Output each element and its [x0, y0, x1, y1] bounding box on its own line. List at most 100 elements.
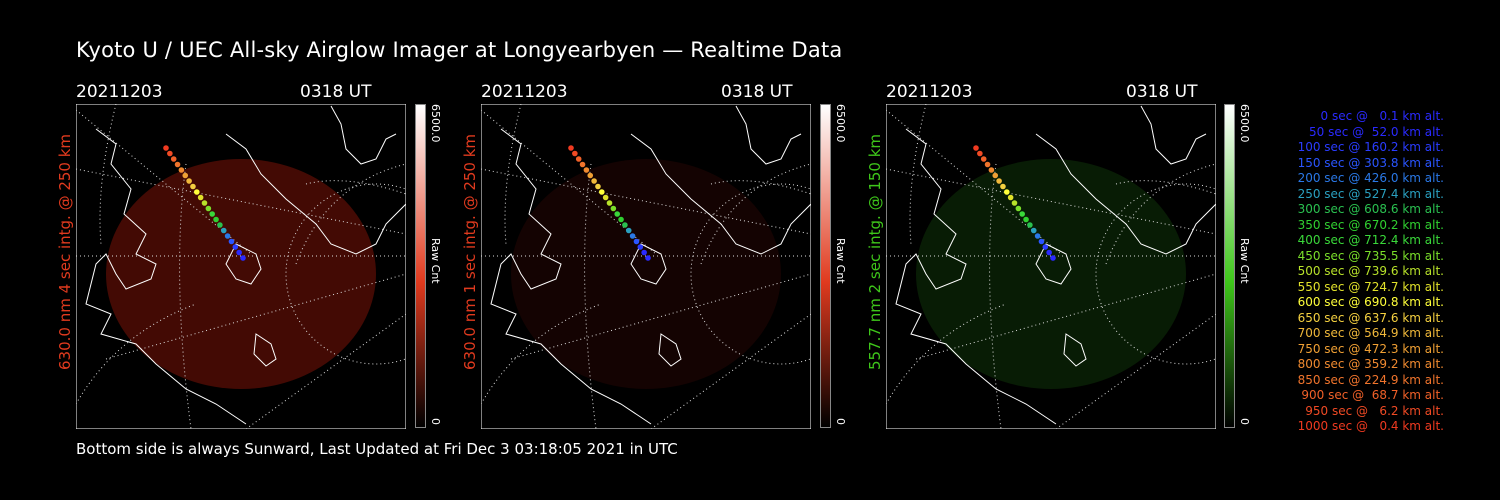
- trajectory-point: [633, 238, 640, 245]
- trajectory-point: [174, 161, 181, 168]
- trajectory-point: [163, 145, 169, 151]
- grid-line: [481, 303, 602, 405]
- trajectory-point: [984, 161, 991, 168]
- grid-line: [1055, 313, 1216, 429]
- panel-3-time: 0318 UT: [1126, 82, 1198, 102]
- trajectory-point: [606, 200, 613, 206]
- trajectory-point: [1007, 194, 1014, 201]
- coastline: [1035, 243, 1072, 285]
- trajectory-point: [637, 244, 644, 250]
- panel-1-allsky-image: [76, 104, 406, 429]
- legend-entry: 300 sec @ 608.6 km alt.: [1297, 202, 1444, 216]
- trajectory-point: [1015, 205, 1022, 212]
- grid-line: [179, 163, 192, 429]
- trajectory-point: [1030, 227, 1037, 234]
- trajectory-point: [1050, 255, 1056, 261]
- trajectory-point: [1038, 238, 1045, 245]
- trajectory-point: [1042, 244, 1049, 250]
- panel-1-colorbar: [415, 104, 426, 428]
- panel-3-colorbar-min: 0: [1238, 418, 1251, 425]
- coastline: [1035, 133, 1216, 255]
- grid-line: [909, 104, 927, 245]
- panel-2-colorbar-unit: Raw Cnt: [834, 238, 847, 284]
- legend-entry: 250 sec @ 527.4 km alt.: [1297, 186, 1444, 201]
- footer-update-note: Bottom side is always Sunward, Last Upda…: [76, 440, 678, 458]
- legend-entry: 50 sec @ 52.0 km alt.: [1309, 124, 1444, 139]
- coastline: [253, 333, 277, 367]
- trajectory-point: [213, 216, 219, 223]
- panel-2-channel-label: 630.0 nm 1 sec intg. @ 250 km: [461, 133, 479, 370]
- panel-3-allsky-image: [886, 104, 1216, 429]
- panel-1-colorbar-max: 6500.0: [429, 104, 442, 143]
- trajectory-point: [1019, 211, 1025, 217]
- trajectory-point: [228, 238, 235, 245]
- panel-1-channel-label: 630.0 nm 4 sec intg. @ 250 km: [56, 133, 74, 370]
- trajectory-point: [194, 189, 200, 195]
- legend-entry: 700 sec @ 564.9 km alt.: [1297, 326, 1444, 340]
- coastline: [630, 243, 667, 285]
- airglow-emission: [916, 159, 1186, 389]
- grid-line: [650, 313, 811, 429]
- panel-1-colorbar-unit: Raw Cnt: [429, 238, 442, 284]
- trajectory-point: [980, 156, 987, 162]
- panel-3-date: 20211203: [886, 82, 973, 102]
- legend-entry: 1000 sec @ 0.4 km alt.: [1297, 419, 1444, 433]
- trajectory-point: [599, 189, 605, 195]
- trajectory-point: [568, 145, 574, 151]
- trajectory-point: [618, 216, 624, 223]
- legend-entry: 950 sec @ 6.2 km alt.: [1305, 403, 1444, 418]
- trajectory-point: [579, 161, 586, 168]
- coastline: [658, 333, 682, 367]
- grid-line: [76, 168, 406, 235]
- trajectory-point: [587, 172, 594, 179]
- legend-entry: 600 sec @ 690.8 km alt.: [1297, 295, 1444, 309]
- airglow-emission: [511, 159, 781, 389]
- grid-line: [700, 163, 811, 265]
- legend-entry: 200 sec @ 426.0 km alt.: [1297, 171, 1444, 185]
- grid-line: [99, 104, 117, 245]
- panel-2-date: 20211203: [481, 82, 568, 102]
- trajectory-point: [205, 205, 212, 212]
- grid-line: [1105, 163, 1216, 265]
- trajectory-point: [622, 222, 628, 228]
- panel-2-allsky-image: [481, 104, 811, 429]
- trajectory-point: [572, 150, 578, 157]
- trajectory-point: [201, 200, 208, 206]
- grid-line: [504, 104, 522, 245]
- trajectory-point: [167, 150, 173, 157]
- legend-entry: 400 sec @ 712.4 km alt.: [1297, 233, 1444, 247]
- panel-frame: [481, 104, 811, 429]
- panel-1-colorbar-min: 0: [429, 418, 442, 425]
- trajectory-point: [197, 194, 204, 201]
- trajectory-point: [629, 233, 636, 239]
- panel-2-colorbar: [820, 104, 831, 428]
- coastline: [85, 128, 247, 425]
- trajectory-point: [220, 227, 227, 234]
- coastline: [330, 105, 397, 165]
- coastline: [225, 243, 262, 285]
- grid-line: [76, 303, 197, 405]
- trajectory-point: [224, 233, 231, 239]
- legend-entry: 0 sec @ 0.1 km alt.: [1320, 109, 1445, 123]
- trajectory-point: [645, 255, 651, 261]
- trajectory-point: [1004, 189, 1010, 195]
- trajectory-point: [186, 178, 192, 184]
- panel-2-time: 0318 UT: [721, 82, 793, 102]
- panel-2-colorbar-min: 0: [834, 418, 847, 425]
- trajectory-point: [1023, 216, 1029, 223]
- trajectory-point: [614, 211, 620, 217]
- legend-entry: 750 sec @ 472.3 km alt.: [1297, 341, 1444, 356]
- legend-entry: 350 sec @ 670.2 km alt.: [1297, 217, 1444, 232]
- coastline: [490, 128, 652, 425]
- trajectory-point: [182, 172, 189, 179]
- grid-line: [245, 313, 406, 429]
- trajectory-point: [1011, 200, 1018, 206]
- trajectory-point: [988, 167, 995, 173]
- trajectory-point: [602, 194, 609, 201]
- panel-2-colorbar-max: 6500.0: [834, 104, 847, 143]
- trajectory-point: [170, 156, 177, 162]
- legend-entry: 650 sec @ 637.6 km alt.: [1297, 310, 1444, 325]
- grid-line: [989, 163, 1002, 429]
- trajectory-point: [240, 255, 246, 261]
- trajectory-point: [583, 167, 590, 173]
